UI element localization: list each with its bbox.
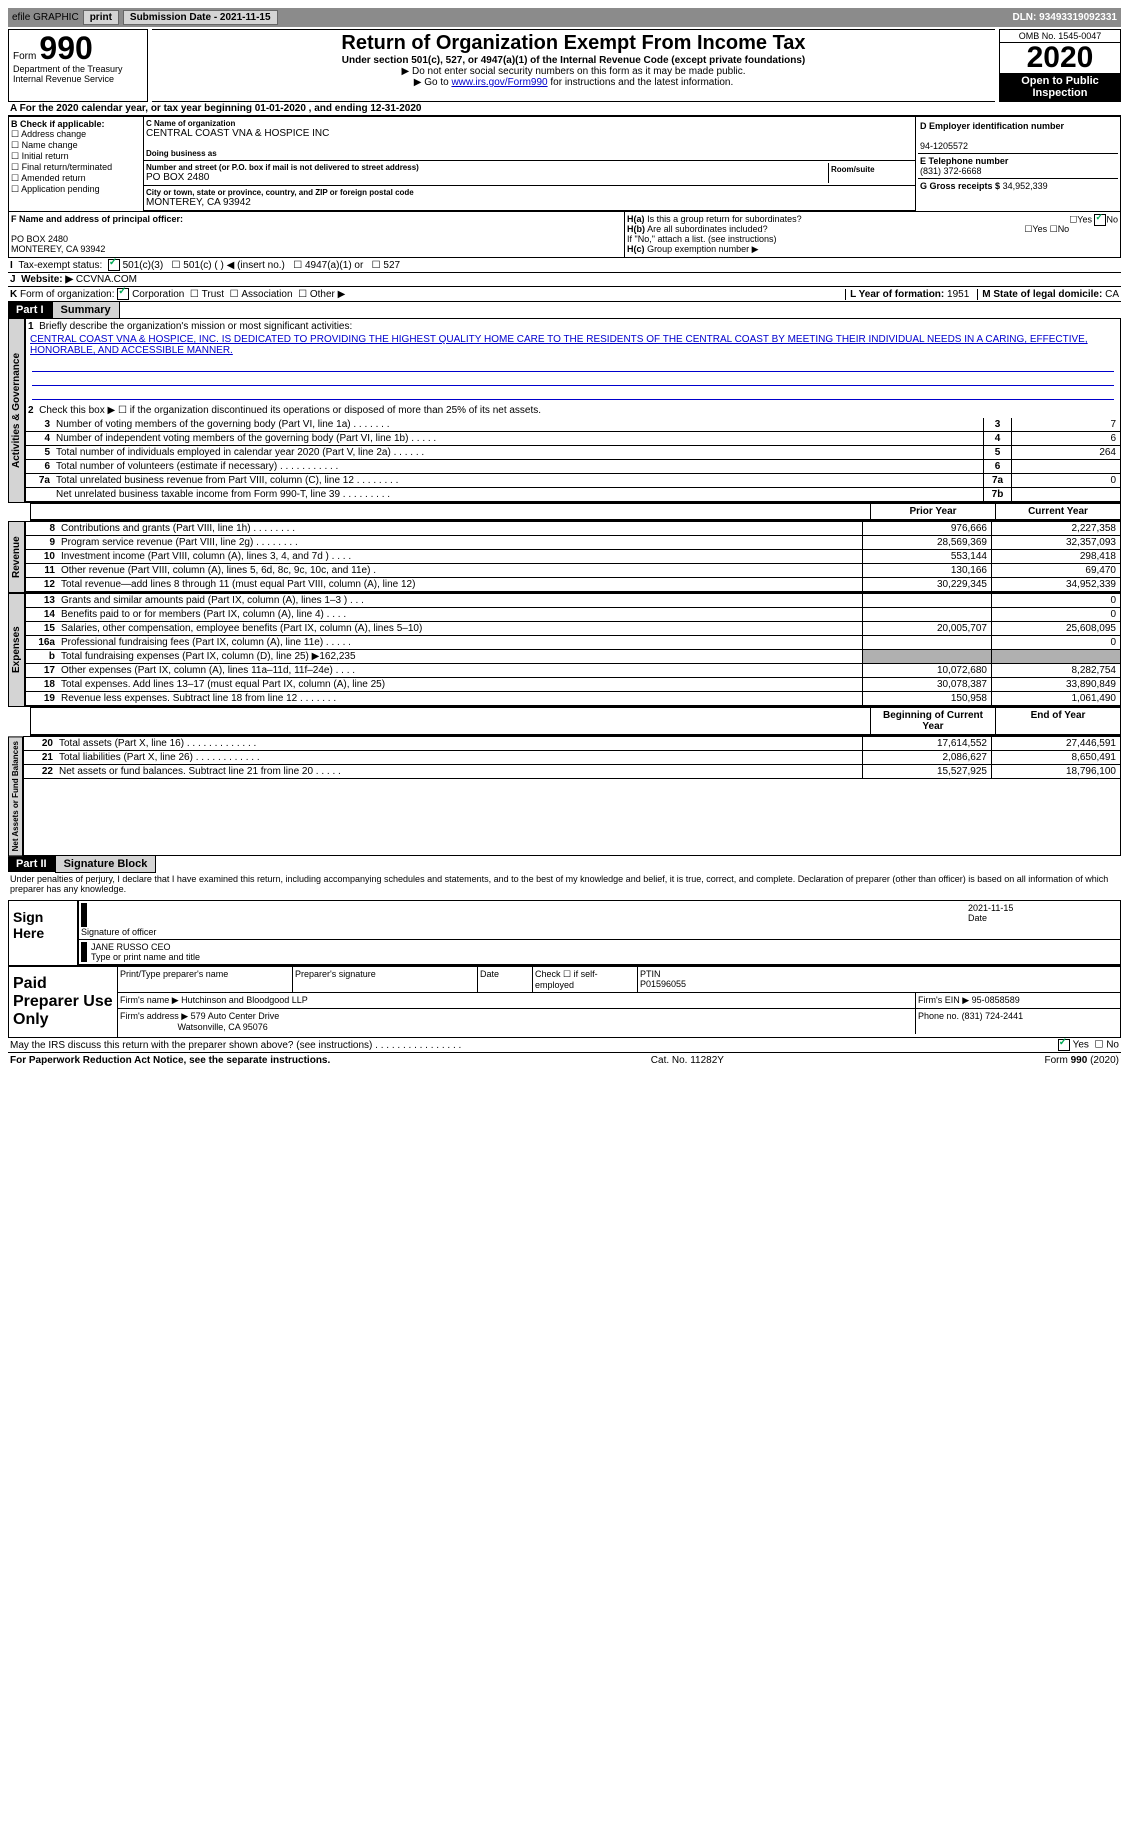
prior-year-header: Prior Year: [870, 504, 995, 519]
org-name: CENTRAL COAST VNA & HOSPICE INC: [146, 128, 913, 139]
ptin: P01596055: [640, 979, 686, 989]
form-990: 990: [39, 30, 92, 66]
year-formation: 1951: [947, 289, 969, 300]
org-address: PO BOX 2480: [146, 172, 828, 183]
year-box: OMB No. 1545-0047 2020 Open to Public In…: [999, 29, 1121, 102]
section-fh: F Name and address of principal officer:…: [8, 212, 1121, 258]
vert-netassets: Net Assets or Fund Balances: [8, 736, 23, 856]
submission-date: Submission Date - 2021-11-15: [123, 10, 278, 25]
telephone: (831) 372-6668: [920, 166, 982, 176]
subtitle-3: ▶ Go to www.irs.gov/Form990 for instruct…: [154, 77, 993, 88]
part-1-header: Part ISummary: [8, 302, 1121, 318]
discuss-yes-checkbox[interactable]: [1058, 1039, 1070, 1051]
discuss-line: May the IRS discuss this return with the…: [8, 1038, 1121, 1053]
firm-name: Hutchinson and Bloodgood LLP: [181, 995, 308, 1005]
subtitle-1: Under section 501(c), 527, or 4947(a)(1)…: [154, 55, 993, 66]
sig-date: 2021-11-15: [968, 903, 1013, 913]
dept-label: Department of the Treasury Internal Reve…: [13, 64, 143, 84]
firm-addr2: Watsonville, CA 95076: [178, 1022, 268, 1032]
section-j: J Website: ▶ CCVNA.COM: [8, 273, 1121, 287]
paid-preparer-label: Paid Preparer Use Only: [9, 967, 118, 1037]
subtitle-2: ▶ Do not enter social security numbers o…: [154, 66, 993, 77]
irs-link[interactable]: www.irs.gov/Form990: [451, 77, 547, 88]
dln: DLN: 93493319092331: [1012, 12, 1117, 23]
sign-here-label: Sign Here: [9, 901, 77, 965]
corporation-checkbox[interactable]: [117, 288, 129, 300]
officer-name: JANE RUSSO CEO: [91, 942, 171, 952]
vert-revenue: Revenue: [8, 521, 25, 593]
section-c: C Name of organization CENTRAL COAST VNA…: [144, 117, 915, 211]
state-domicile: CA: [1105, 289, 1119, 300]
org-city: MONTEREY, CA 93942: [146, 197, 913, 208]
inspection-label: Open to Public Inspection: [1000, 73, 1120, 101]
form-number-box: Form 990 Department of the Treasury Inte…: [8, 29, 148, 102]
blank-header: [31, 504, 870, 519]
part-1-netassets: Net Assets or Fund Balances 20Total asse…: [8, 736, 1121, 856]
begin-year-header: Beginning of Current Year: [870, 708, 995, 734]
form-header: Form 990 Department of the Treasury Inte…: [8, 29, 1121, 102]
vert-expenses: Expenses: [8, 593, 25, 707]
part-1-revenue-header: Prior Year Current Year: [8, 503, 1121, 521]
end-year-header: End of Year: [995, 708, 1120, 734]
gross-receipts: 34,952,339: [1003, 181, 1048, 191]
section-b: B Check if applicable: ☐ Address change☐…: [9, 117, 144, 211]
part-1-netassets-header: Beginning of Current Year End of Year: [8, 707, 1121, 736]
firm-ein: 95-0858589: [972, 995, 1020, 1005]
website: CCVNA.COM: [76, 274, 137, 285]
section-deg: D Employer identification number 94-1205…: [915, 117, 1120, 211]
topbar: efile GRAPHIC print Submission Date - 20…: [8, 8, 1121, 27]
form-label: Form: [13, 51, 36, 62]
current-year-header: Current Year: [995, 504, 1120, 519]
paid-preparer-section: Paid Preparer Use Only Print/Type prepar…: [8, 966, 1121, 1038]
firm-phone: (831) 724-2441: [962, 1011, 1024, 1021]
ha-no-checkbox[interactable]: [1094, 214, 1106, 226]
part-1-expenses: Expenses 13Grants and similar amounts pa…: [8, 593, 1121, 707]
firm-addr1: 579 Auto Center Drive: [191, 1011, 280, 1021]
tax-year: 2020: [1000, 43, 1120, 73]
section-i: I Tax-exempt status: 501(c)(3) ☐ 501(c) …: [8, 258, 1121, 273]
line-a: A For the 2020 calendar year, or tax yea…: [8, 102, 1121, 116]
ein: 94-1205572: [920, 141, 968, 151]
declaration-text: Under penalties of perjury, I declare th…: [8, 872, 1121, 896]
efile-label: efile GRAPHIC: [12, 12, 79, 23]
signature-section: Sign Here Signature of officer 2021-11-1…: [8, 900, 1121, 966]
vert-governance: Activities & Governance: [8, 318, 25, 503]
part-1-revenue: Revenue 8Contributions and grants (Part …: [8, 521, 1121, 593]
501c3-checkbox[interactable]: [108, 259, 120, 271]
section-klm: K Form of organization: Corporation ☐ Tr…: [8, 287, 1121, 302]
page-footer: For Paperwork Reduction Act Notice, see …: [8, 1053, 1121, 1068]
part-1-governance: Activities & Governance 1 Briefly descri…: [8, 318, 1121, 503]
mission-text: CENTRAL COAST VNA & HOSPICE, INC. IS DED…: [28, 332, 1118, 358]
title-box: Return of Organization Exempt From Incom…: [152, 29, 995, 102]
section-f: F Name and address of principal officer:…: [9, 212, 625, 257]
section-bcd: B Check if applicable: ☐ Address change☐…: [8, 116, 1121, 212]
section-h: H(a) Is this a group return for subordin…: [625, 212, 1120, 257]
part-2-header: Part IISignature Block: [8, 856, 1121, 872]
print-button[interactable]: print: [83, 10, 119, 25]
main-title: Return of Organization Exempt From Incom…: [154, 32, 993, 55]
